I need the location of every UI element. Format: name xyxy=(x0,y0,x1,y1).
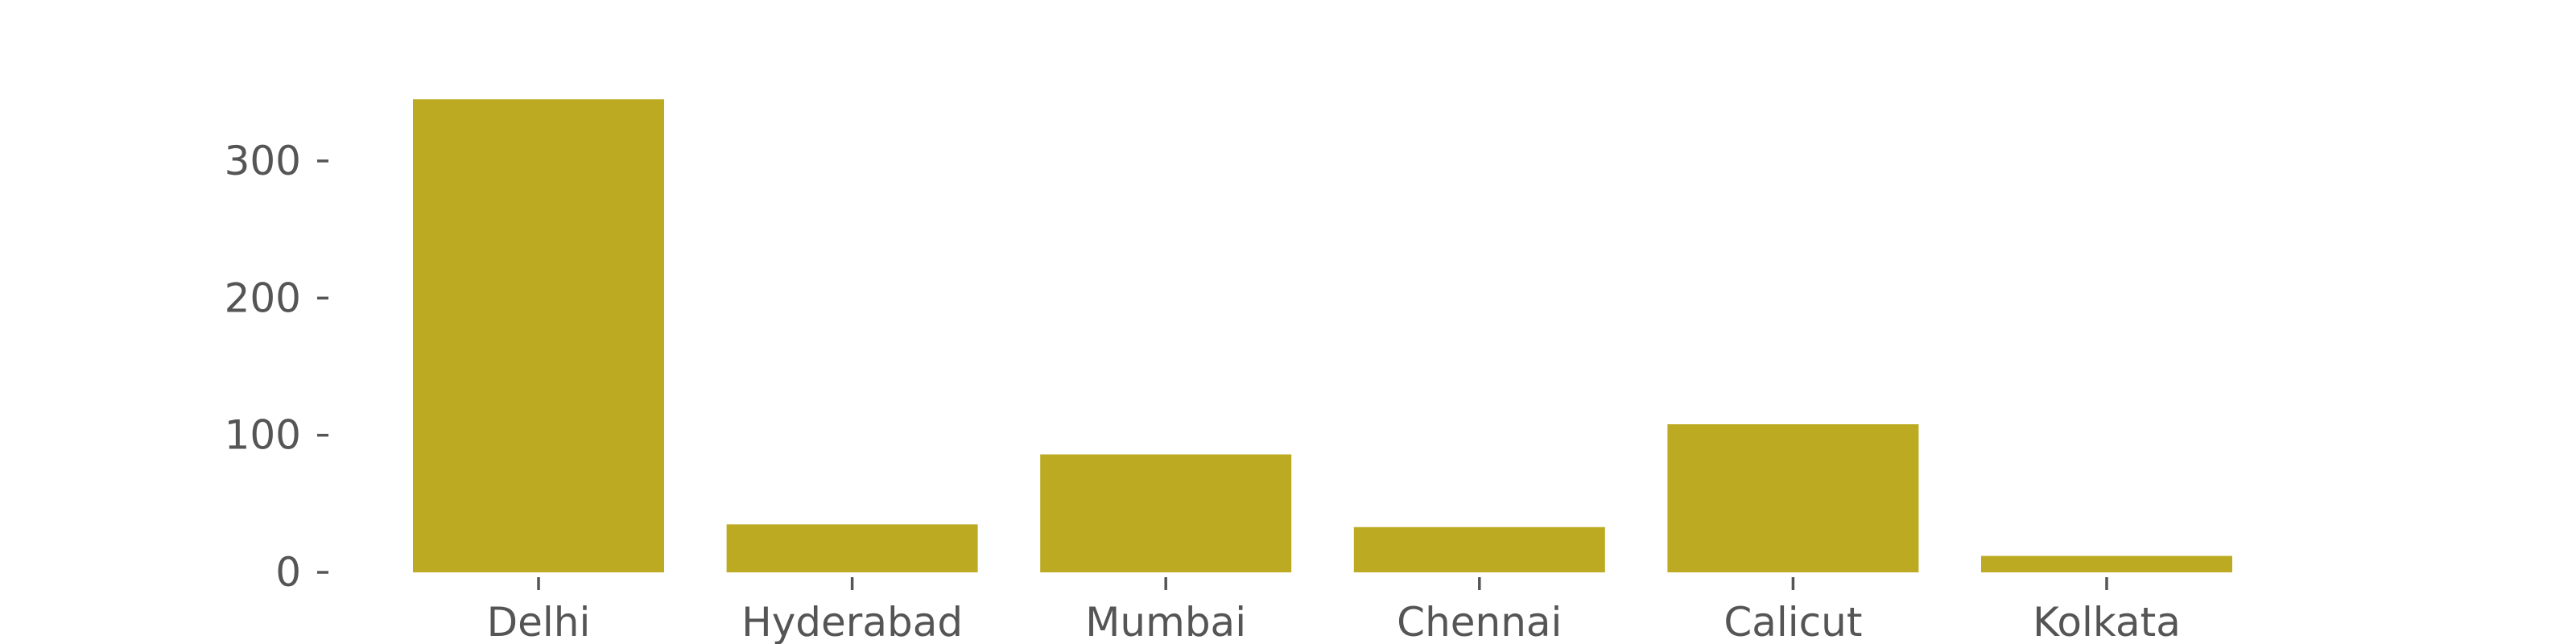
bar-mumbai xyxy=(1040,454,1292,572)
x-tick-label-mumbai: Mumbai xyxy=(1085,599,1246,644)
bar-chennai xyxy=(1353,526,1605,572)
x-tick-label-hyderabad: Hyderabad xyxy=(741,599,963,644)
y-axis: 0 100 200 300 xyxy=(225,138,328,596)
bar-kolkata xyxy=(1981,555,2232,572)
y-tick-label: 100 xyxy=(225,412,301,459)
x-axis: Delhi Hyderabad Mumbai Chennai Calicut Kolkat… xyxy=(487,577,2181,644)
bar-hyderabad xyxy=(726,524,978,572)
bars xyxy=(413,99,2232,573)
x-tick-label-kolkata: Kolkata xyxy=(2033,599,2181,644)
x-tick-label-delhi: Delhi xyxy=(487,599,591,644)
x-tick-label-chennai: Chennai xyxy=(1397,599,1562,644)
bar-calicut xyxy=(1667,424,1919,572)
y-tick-label: 200 xyxy=(225,275,301,321)
y-tick-label: 0 xyxy=(275,549,301,596)
y-tick-label: 300 xyxy=(225,138,301,184)
x-tick-label-calicut: Calicut xyxy=(1724,599,1862,644)
bar-delhi xyxy=(413,99,664,573)
